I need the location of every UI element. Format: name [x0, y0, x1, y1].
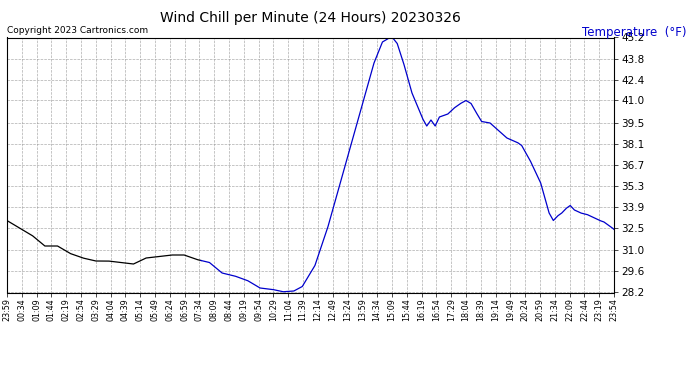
- Text: Wind Chill per Minute (24 Hours) 20230326: Wind Chill per Minute (24 Hours) 2023032…: [160, 11, 461, 25]
- Text: Temperature  (°F): Temperature (°F): [582, 26, 687, 39]
- Text: Copyright 2023 Cartronics.com: Copyright 2023 Cartronics.com: [7, 26, 148, 35]
